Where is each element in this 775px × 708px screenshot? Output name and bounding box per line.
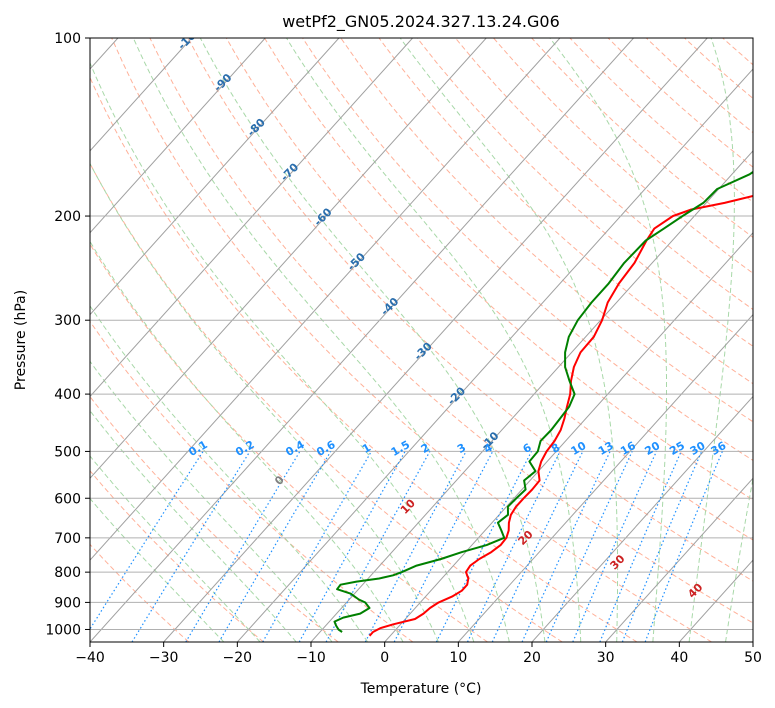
y-tick-label: 900 bbox=[54, 595, 81, 611]
y-tick-label: 700 bbox=[54, 531, 81, 547]
isotherm-line bbox=[384, 231, 753, 642]
dry-adiabat bbox=[187, 38, 753, 582]
dry-adiabat bbox=[264, 38, 753, 501]
temperature-profile-line bbox=[368, 194, 753, 637]
dry-adiabat bbox=[90, 76, 638, 642]
chart-title: wetPf2_GN05.2024.327.13.24.G06 bbox=[282, 12, 560, 32]
mixing-ratio-line bbox=[545, 451, 633, 642]
moist-adiabat bbox=[90, 162, 439, 642]
y-tick-label: 1000 bbox=[45, 622, 81, 638]
y-tick-label: 200 bbox=[54, 209, 81, 225]
moist-adiabat bbox=[90, 240, 404, 642]
moist-adiabat bbox=[725, 475, 753, 642]
moist-adiabat bbox=[199, 38, 546, 642]
isotherm-line bbox=[90, 38, 340, 316]
moist-adiabat bbox=[90, 410, 297, 642]
isotherm-line bbox=[90, 38, 266, 234]
x-tick-label: 30 bbox=[597, 650, 615, 666]
mixing-ratio-line bbox=[325, 451, 431, 642]
isotherm-line bbox=[90, 38, 561, 561]
x-tick-label: 50 bbox=[744, 650, 762, 666]
mixing-ratio-line bbox=[262, 451, 372, 642]
x-tick-label: 10 bbox=[449, 650, 467, 666]
moist-adiabat bbox=[286, 38, 582, 642]
x-tick-label: −40 bbox=[75, 650, 105, 666]
isotherm-line bbox=[310, 150, 753, 642]
dry-adiabat bbox=[455, 38, 753, 311]
isotherm-line bbox=[90, 38, 487, 480]
x-tick-label: −20 bbox=[223, 650, 253, 666]
x-tick-label: 0 bbox=[380, 650, 389, 666]
moist-adiabat bbox=[90, 61, 475, 642]
moist-adiabat bbox=[549, 38, 667, 642]
mixing-ratio-line bbox=[572, 451, 658, 642]
moist-adiabat bbox=[132, 38, 510, 642]
dry-adiabat bbox=[149, 38, 753, 624]
isotherm-line bbox=[163, 38, 708, 642]
mixing-ratio-line bbox=[131, 451, 251, 642]
isotherm-line bbox=[236, 68, 753, 642]
x-tick-label: 20 bbox=[523, 650, 541, 666]
x-tick-label: −10 bbox=[296, 650, 326, 666]
moist-adiabat bbox=[399, 38, 619, 642]
dry-adiabat bbox=[416, 38, 753, 347]
dry-adiabat bbox=[340, 38, 753, 423]
isotherm-line bbox=[605, 477, 753, 642]
y-tick-label: 600 bbox=[54, 491, 81, 507]
y-tick-label: 400 bbox=[54, 387, 81, 403]
mixing-ratio-line bbox=[644, 451, 723, 642]
isotherm-line bbox=[457, 313, 753, 642]
y-tick-label: 800 bbox=[54, 565, 81, 581]
mixing-ratio-line bbox=[298, 451, 406, 642]
mixing-ratio-line bbox=[435, 451, 533, 642]
mixing-ratio-line bbox=[90, 451, 204, 631]
isotherm-line bbox=[90, 38, 634, 642]
moist-adiabat bbox=[90, 305, 369, 642]
plot-area: 0.1 0.2 0.4 0.6 1 1.5 2 3 4 6 8 10 13 16 20 25 30 36-100-… bbox=[90, 38, 753, 642]
dewpoint-profile-line bbox=[333, 170, 753, 633]
y-tick-label: 500 bbox=[54, 444, 81, 460]
x-tick-label: 40 bbox=[670, 650, 688, 666]
dry-adiabat bbox=[90, 470, 264, 642]
isotherm-line bbox=[90, 38, 413, 398]
mixing-ratio-line bbox=[599, 451, 682, 642]
mixing-ratio-line bbox=[621, 451, 703, 642]
y-tick-label: 300 bbox=[54, 313, 81, 329]
isotherm-line bbox=[531, 395, 753, 642]
x-tick-label: −30 bbox=[149, 650, 179, 666]
x-axis-title: Temperature (°C) bbox=[360, 681, 482, 697]
plot-frame bbox=[89, 37, 754, 643]
moist-adiabat bbox=[90, 497, 225, 642]
y-axis-title: Pressure (hPa) bbox=[13, 290, 29, 390]
y-tick-label: 100 bbox=[54, 31, 81, 47]
moist-adiabat bbox=[90, 455, 261, 642]
moist-adiabat bbox=[688, 38, 735, 642]
isotherm-line bbox=[90, 38, 192, 152]
dry-adiabat bbox=[90, 162, 563, 642]
dry-adiabat bbox=[90, 243, 488, 642]
axes: −40 −30 −20 −10 0 10 20 30 40 50 100 200 300 400 500 60… bbox=[45, 31, 762, 666]
